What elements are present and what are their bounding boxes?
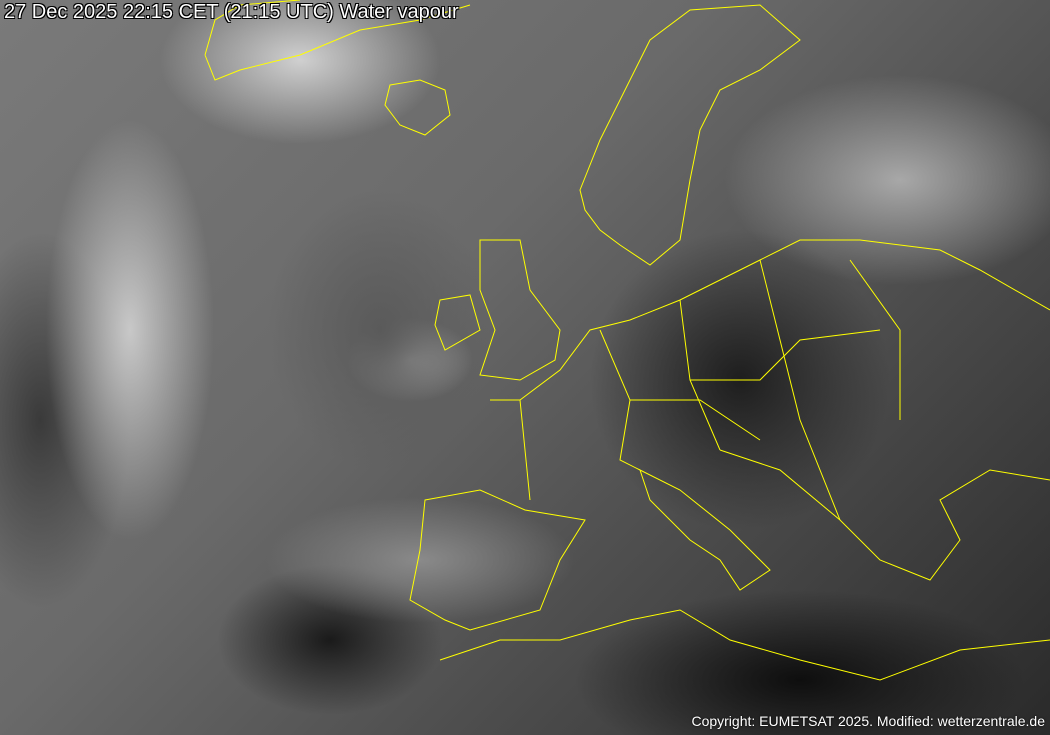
copyright-notice: Copyright: EUMETSAT 2025. Modified: wett… (691, 713, 1045, 729)
italy-coast (639, 469, 771, 591)
iberia-coast (409, 489, 586, 631)
country-borders (519, 259, 901, 521)
greenland-coast (204, 0, 471, 81)
british-isles-coast (434, 239, 561, 381)
balkans-coast (719, 449, 1050, 581)
north-africa-coast (439, 609, 1050, 681)
scandinavia-coast (579, 4, 801, 266)
iceland-coast (384, 79, 451, 136)
continental-europe-coast (490, 239, 1050, 401)
image-title: 27 Dec 2025 22:15 CET (21:15 UTC) Water … (4, 1, 459, 23)
